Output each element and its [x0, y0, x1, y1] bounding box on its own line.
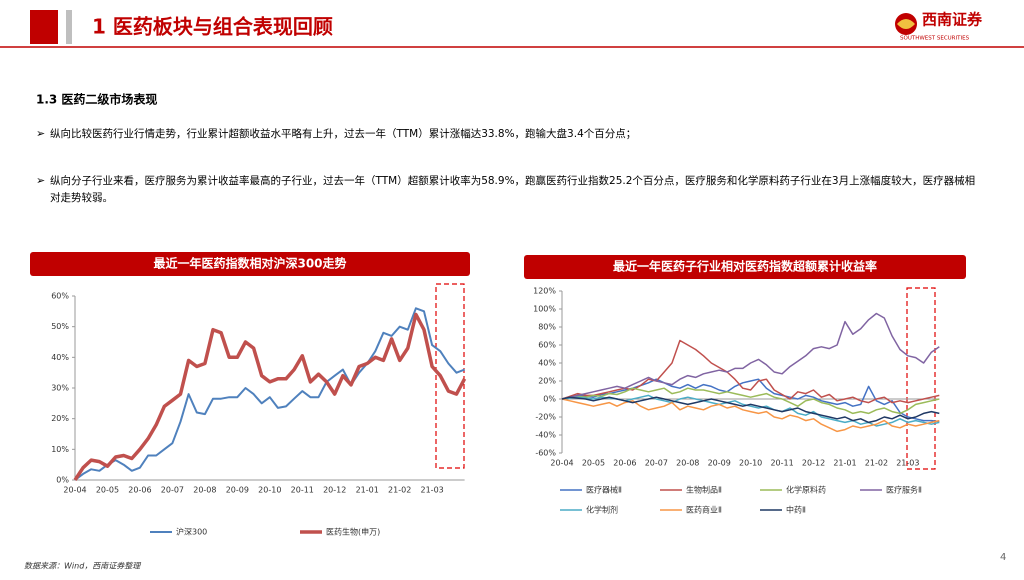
y-tick-label: 0% [543, 395, 556, 404]
bullet-text: 纵向分子行业来看，医疗服务为累计收益率最高的子行业，过去一年（TTM）超额累计收… [50, 175, 976, 204]
legend-label: 化学原料药 [786, 485, 826, 495]
x-tick-label: 20-06 [613, 459, 636, 468]
x-tick-label: 20-11 [291, 486, 314, 495]
logo-en: SOUTHWEST SECURITIES [900, 36, 970, 42]
y-tick-label: 60% [538, 341, 556, 350]
source: 数据来源：Wind，西南证券整理 [24, 562, 141, 571]
x-tick-label: 20-04 [550, 459, 573, 468]
y-tick-label: 10% [51, 445, 69, 454]
legend-label: 生物制品Ⅱ [686, 485, 722, 495]
chart-title: 最近一年医药子行业相对医药指数超额累计收益率 [613, 259, 877, 274]
x-tick-label: 20-05 [96, 486, 119, 495]
logo-swirl [897, 19, 915, 29]
y-tick-label: 120% [533, 287, 556, 296]
legend-label: 医药商业Ⅱ [686, 505, 722, 515]
x-tick-label: 21-01 [833, 459, 856, 468]
bullet-box: 纵向分子行业来看，医疗服务为累计收益率最高的子行业，过去一年（TTM）超额累计收… [50, 175, 976, 204]
x-tick-label: 21-01 [356, 486, 379, 495]
y-tick-label: 60% [51, 292, 69, 301]
legend-label: 中药Ⅱ [786, 505, 806, 515]
y-tick-label: -40% [535, 431, 556, 440]
legend-label: 医疗服务Ⅱ [886, 485, 922, 495]
legend-label: 医疗器械Ⅱ [586, 485, 622, 495]
series-line [561, 398, 940, 433]
x-tick-label: 20-04 [63, 486, 86, 495]
chart-banner [524, 255, 966, 279]
header-bar [66, 10, 72, 44]
y-tick-label: -60% [535, 449, 556, 458]
highlight-box [435, 283, 465, 469]
bullet-marker: ➢ [36, 127, 45, 140]
x-tick-label: 21-02 [388, 486, 411, 495]
logo-cn: 西南证券 [922, 10, 983, 28]
x-tick-label: 20-08 [676, 459, 699, 468]
series-line [73, 312, 467, 481]
y-tick-label: 20% [51, 414, 69, 423]
y-tick-label: -20% [535, 413, 556, 422]
x-tick-label: 20-07 [645, 459, 668, 468]
series-line [561, 396, 940, 424]
bullet-marker: ➢ [36, 174, 45, 187]
highlight-box [906, 287, 936, 470]
x-tick-label: 20-07 [161, 486, 184, 495]
bullet-text: 纵向比较医药行业行情走势，行业累计超额收益水平略有上升，过去一年（TTM）累计涨… [50, 127, 636, 140]
section-title: 1.3 医药二级市场表现 [36, 92, 157, 107]
x-tick-label: 20-10 [739, 459, 762, 468]
x-tick-label: 20-12 [802, 459, 825, 468]
y-tick-label: 80% [538, 323, 556, 332]
x-tick-label: 20-06 [128, 486, 151, 495]
x-tick-label: 20-11 [770, 459, 793, 468]
legend-label: 化学制剂 [586, 505, 618, 515]
x-tick-label: 21-03 [896, 459, 919, 468]
x-tick-label: 21-03 [421, 486, 444, 495]
x-tick-label: 21-02 [865, 459, 888, 468]
y-tick-label: 40% [51, 353, 69, 362]
series-line [561, 387, 940, 415]
y-tick-label: 100% [533, 305, 556, 314]
x-tick-label: 20-09 [708, 459, 731, 468]
chart-banner [30, 252, 470, 276]
y-tick-label: 50% [51, 322, 69, 331]
x-tick-label: 20-10 [258, 486, 281, 495]
y-tick-label: 40% [538, 359, 556, 368]
chart-title: 最近一年医药指数相对沪深300走势 [153, 256, 346, 271]
y-tick-label: 30% [51, 384, 69, 393]
series-line [561, 378, 940, 423]
x-tick-label: 20-05 [582, 459, 605, 468]
series-line [74, 307, 465, 481]
header-square [30, 10, 58, 44]
y-tick-label: 20% [538, 377, 556, 386]
header-title: 1 医药板块与组合表现回顾 [92, 15, 333, 39]
x-tick-label: 20-08 [193, 486, 216, 495]
y-tick-label: 0% [56, 476, 69, 485]
page-number: 4 [1000, 552, 1006, 563]
series-line [561, 312, 940, 400]
legend-label: 沪深300 [176, 527, 207, 537]
legend-label: 医药生物(申万) [326, 527, 380, 537]
x-tick-label: 20-09 [226, 486, 249, 495]
x-tick-label: 20-12 [323, 486, 346, 495]
